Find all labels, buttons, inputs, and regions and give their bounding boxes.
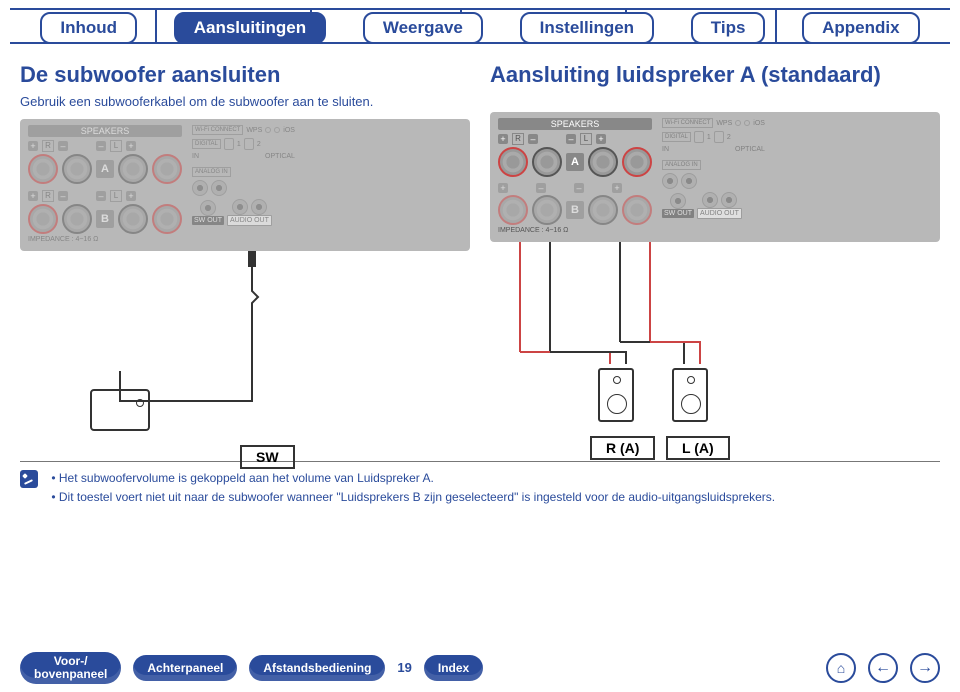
cable-svg (20, 251, 470, 441)
home-icon: ⌂ (837, 660, 845, 676)
page-number: 19 (397, 660, 411, 675)
note-block: Het subwoofervolume is gekoppeld aan het… (20, 461, 940, 508)
tab-instellingen[interactable]: Instellingen (520, 12, 654, 44)
tab-tips[interactable]: Tips (691, 12, 766, 44)
btn-afstand[interactable]: Afstandsbediening (249, 655, 385, 681)
plus-sign: + (28, 141, 38, 151)
ch-r: R (42, 140, 54, 152)
ra-label: R (A) (590, 436, 655, 460)
btn-achterpaneel[interactable]: Achterpaneel (133, 655, 237, 681)
arrow-left-icon: ← (875, 659, 891, 677)
footer-nav: Voor-/ bovenpaneel Achterpaneel Afstands… (0, 652, 960, 684)
arrow-right-icon: → (917, 659, 933, 677)
right-column: Aansluiting luidspreker A (standaard) SP… (490, 62, 940, 441)
right-title: Aansluiting luidspreker A (standaard) (490, 62, 940, 88)
note-item-2: Dit toestel voert niet uit naar de subwo… (51, 489, 937, 506)
btn-voorpaneel[interactable]: Voor-/ bovenpaneel (20, 652, 121, 684)
tab-appendix[interactable]: Appendix (802, 12, 919, 44)
note-item-1: Het subwoofervolume is gekoppeld aan het… (51, 470, 937, 487)
la-label: L (A) (666, 436, 730, 460)
home-button[interactable]: ⌂ (826, 653, 856, 683)
top-bar: Inhoud Aansluitingen Weergave Instelling… (0, 0, 960, 54)
pencil-icon (20, 470, 38, 488)
left-column: De subwoofer aansluiten Gebruik een subw… (20, 62, 470, 441)
impedance-label: IMPEDANCE : 4~16 Ω (28, 236, 182, 243)
subwoofer-icon (90, 389, 150, 431)
speaker-cable-svg (490, 242, 940, 432)
wiring-right: R (A) L (A) (490, 242, 940, 432)
plus-sign: + (126, 141, 136, 151)
tab-aansluitingen[interactable]: Aansluitingen (174, 12, 326, 44)
minus-sign: – (58, 141, 68, 151)
tab-weergave[interactable]: Weergave (363, 12, 483, 44)
btn-index[interactable]: Index (424, 655, 483, 681)
speaker-r-icon (598, 368, 634, 422)
ch-l: L (110, 140, 122, 152)
tab-inhoud[interactable]: Inhoud (40, 12, 137, 44)
sw-out-label: SW OUT (192, 216, 224, 225)
rear-panel-left: SPEAKERS + R – – L + A (20, 119, 470, 251)
prev-button[interactable]: ← (868, 653, 898, 683)
main-content: De subwoofer aansluiten Gebruik een subw… (0, 54, 960, 441)
speaker-l-icon (672, 368, 708, 422)
rear-panel-right: SPEAKERS + R – – L + A (490, 112, 940, 242)
left-subtitle: Gebruik een subwooferkabel om de subwoof… (20, 94, 470, 109)
next-button[interactable]: → (910, 653, 940, 683)
left-title: De subwoofer aansluiten (20, 62, 470, 88)
wiring-left: SW (20, 251, 470, 441)
group-b: B (96, 210, 114, 228)
speakers-label: SPEAKERS (28, 125, 182, 137)
sw-label: SW (240, 445, 295, 469)
group-a: A (96, 160, 114, 178)
minus-sign: – (96, 141, 106, 151)
